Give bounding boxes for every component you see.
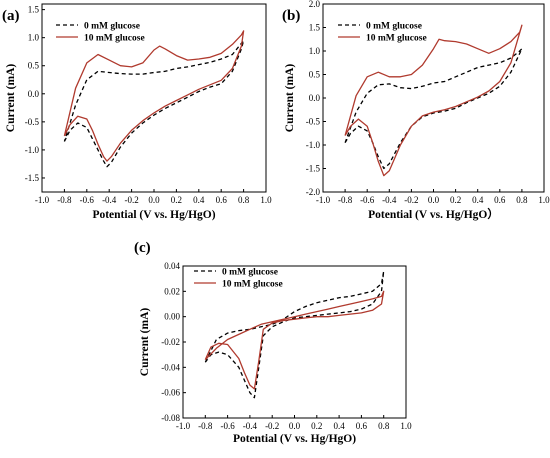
x-tick-label: 0.2 bbox=[311, 421, 322, 431]
x-axis-label: Potential (V vs. Hg/HgO) bbox=[92, 209, 215, 221]
panel-label: (c) bbox=[134, 240, 151, 256]
legend-label: 10 mM glucose bbox=[222, 280, 283, 290]
x-tick-label: -0.8 bbox=[57, 195, 72, 205]
y-tick-label: -0.04 bbox=[161, 362, 180, 372]
y-tick-label: 1.0 bbox=[309, 46, 321, 56]
y-tick-label: -0.5 bbox=[306, 117, 321, 127]
legend-label: 0 mM glucose bbox=[366, 22, 422, 32]
x-tick-label: 0.4 bbox=[193, 195, 205, 205]
series-line-0 bbox=[63, 39, 245, 168]
y-tick-label: -0.02 bbox=[161, 337, 180, 347]
legend-label: 10 mM glucose bbox=[84, 34, 145, 44]
x-tick-label: -0.6 bbox=[360, 195, 375, 205]
series-line-1 bbox=[63, 30, 245, 162]
plot-frame bbox=[182, 265, 407, 419]
x-tick-label: 0.2 bbox=[450, 195, 461, 205]
x-tick-label: 0.6 bbox=[216, 195, 228, 205]
legend-label: 10 mM glucose bbox=[366, 34, 427, 44]
x-tick-label: -1.0 bbox=[176, 421, 191, 431]
x-axis-label: Potential (V vs. Hg/HgO） bbox=[368, 207, 499, 221]
x-tick-label: 0.8 bbox=[378, 421, 390, 431]
x-tick-label: -0.4 bbox=[243, 421, 258, 431]
x-tick-label: 0.0 bbox=[148, 195, 160, 205]
y-tick-label: -1.0 bbox=[25, 145, 40, 155]
y-tick-label: 0.5 bbox=[309, 70, 321, 80]
x-tick-label: 0.4 bbox=[472, 195, 484, 205]
x-tick-label: -1.0 bbox=[316, 195, 331, 205]
x-tick-label: 0.0 bbox=[289, 421, 301, 431]
x-tick-label: -0.2 bbox=[265, 421, 279, 431]
y-axis-label: Current (mA) bbox=[5, 64, 17, 133]
x-tick-label: -0.2 bbox=[124, 195, 138, 205]
y-tick-label: -2.0 bbox=[306, 187, 321, 197]
legend-label: 0 mM glucose bbox=[222, 268, 278, 278]
y-tick-label: 1.0 bbox=[28, 33, 40, 43]
y-tick-label: -0.06 bbox=[161, 388, 180, 398]
x-tick-label: -0.8 bbox=[198, 421, 213, 431]
y-tick-label: -1.0 bbox=[306, 140, 321, 150]
y-axis-label: Current (mA) bbox=[139, 308, 151, 377]
x-tick-label: -0.4 bbox=[382, 195, 397, 205]
y-tick-label: -0.5 bbox=[25, 117, 40, 127]
x-tick-label: 0.8 bbox=[516, 195, 528, 205]
x-tick-label: 1.0 bbox=[400, 421, 412, 431]
x-tick-label: -0.8 bbox=[338, 195, 353, 205]
x-tick-label: -0.6 bbox=[220, 421, 235, 431]
y-tick-label: 0.5 bbox=[28, 61, 40, 71]
series-line-1 bbox=[344, 24, 523, 177]
y-tick-label: 0.0 bbox=[28, 89, 40, 99]
x-tick-label: 0.8 bbox=[238, 195, 250, 205]
x-tick-label: -1.0 bbox=[35, 195, 50, 205]
y-axis-label: Current (mA) bbox=[284, 64, 296, 133]
x-tick-label: -0.6 bbox=[80, 195, 95, 205]
x-axis-label: Potential (V vs. Hg/HgO) bbox=[233, 433, 356, 445]
plot-frame bbox=[41, 3, 267, 193]
series-line-0 bbox=[344, 48, 523, 170]
y-tick-label: 1.5 bbox=[309, 23, 321, 33]
x-tick-label: 0.6 bbox=[494, 195, 506, 205]
y-tick-label: 0.02 bbox=[164, 286, 180, 296]
panel-1: -1.0 -0.8 -0.6 -0.4 -0.2 0.0 0.2 0.4 0.6 0.8 1.0 -2… bbox=[282, 0, 550, 221]
panel-0: -1.0 -0.8 -0.6 -0.4 -0.2 0.0 0.2 0.4 0.6 0.8 1.0 -1… bbox=[2, 3, 272, 221]
panel-label: (a) bbox=[2, 8, 20, 24]
x-tick-label: 1.0 bbox=[260, 195, 272, 205]
y-tick-label: 0.04 bbox=[164, 261, 180, 271]
x-tick-label: -0.2 bbox=[404, 195, 418, 205]
y-tick-label: 2.0 bbox=[309, 0, 321, 9]
x-tick-label: -0.4 bbox=[102, 195, 117, 205]
x-tick-label: 1.0 bbox=[538, 195, 550, 205]
x-tick-label: 0.4 bbox=[333, 421, 345, 431]
legend-label: 0 mM glucose bbox=[84, 22, 140, 32]
y-tick-label: -1.5 bbox=[25, 173, 40, 183]
panel-2: -1.0 -0.8 -0.6 -0.4 -0.2 0.0 0.2 0.4 0.6 0.8 1.0 -0… bbox=[134, 240, 412, 445]
x-tick-label: 0.2 bbox=[171, 195, 182, 205]
plot-frame bbox=[322, 3, 545, 193]
series-line-1 bbox=[204, 290, 385, 390]
y-tick-label: -1.5 bbox=[306, 164, 321, 174]
x-tick-label: 0.0 bbox=[428, 195, 440, 205]
y-tick-label: -0.08 bbox=[161, 413, 180, 423]
y-tick-label: 0.0 bbox=[309, 93, 321, 103]
y-tick-label: 1.5 bbox=[28, 5, 40, 15]
series-line-0 bbox=[204, 270, 385, 399]
panel-label: (b) bbox=[282, 8, 300, 24]
y-tick-label: 0.00 bbox=[164, 312, 180, 322]
x-tick-label: 0.6 bbox=[356, 421, 368, 431]
